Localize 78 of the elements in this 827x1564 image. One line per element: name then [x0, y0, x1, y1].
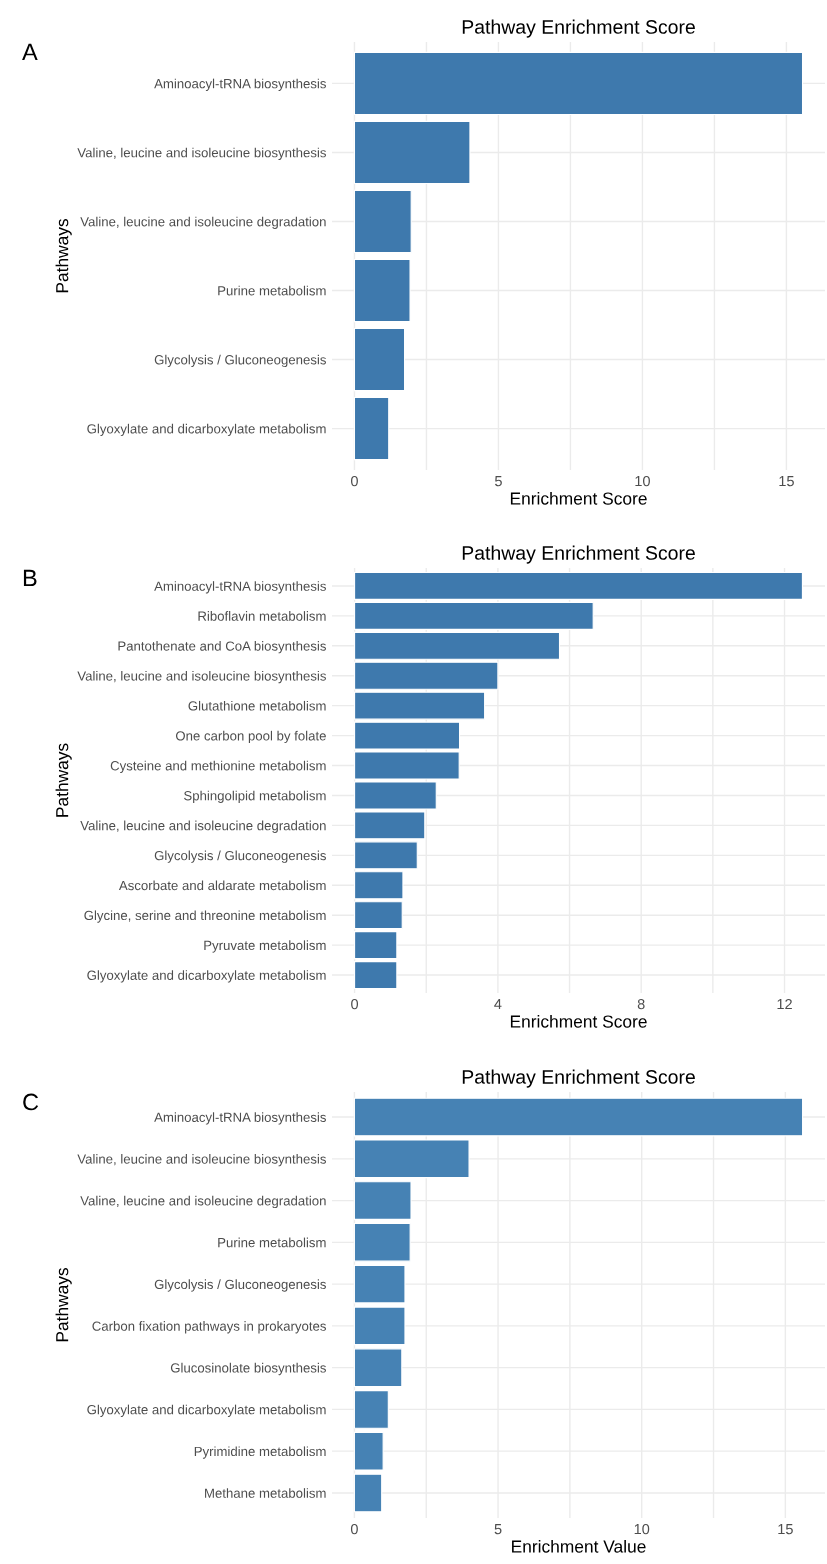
- bar: [353, 1223, 411, 1262]
- bar: [354, 901, 403, 930]
- bar: [354, 601, 594, 630]
- chart-title: Pathway Enrichment Score: [462, 1069, 695, 1088]
- y-tick-label: Valine, leucine and isoleucine degradation: [80, 820, 326, 833]
- y-tick-label: Valine, leucine and isoleucine biosynthesis: [77, 1154, 326, 1167]
- y-tick-label: Glycolysis / Gluconeogenesis: [154, 354, 326, 368]
- x-tick-label: 10: [635, 475, 650, 487]
- y-axis-title: Pathways: [55, 1267, 72, 1342]
- y-tick-label: Glyoxylate and dicarboxylate metabolism: [87, 1404, 326, 1417]
- y-tick-label: Pyrimidine metabolism: [194, 1446, 326, 1459]
- x-axis-title: Enrichment Score: [510, 491, 647, 505]
- y-axis-title: Pathways: [55, 743, 72, 817]
- y-tick-label: Valine, leucine and isoleucine degradation: [80, 216, 326, 229]
- y-tick-label: Aminoacyl-tRNA biosynthesis: [154, 1112, 326, 1125]
- y-tick-label: Methane metabolism: [205, 1488, 326, 1498]
- bar: [354, 661, 499, 690]
- bar: [353, 1139, 470, 1179]
- y-tick-label: Glucosinolate biosynthesis: [170, 1362, 326, 1376]
- bar: [353, 1431, 384, 1471]
- y-tick-label: Glyoxylate and dicarboxylate metabolism: [87, 970, 326, 983]
- y-tick-label: Valine, leucine and isoleucine biosynthesis: [77, 670, 326, 684]
- bar: [353, 1264, 406, 1304]
- text: A: [22, 43, 38, 61]
- x-tick-label: 12: [777, 998, 792, 1010]
- x-axis-title: Enrichment Value: [512, 1539, 646, 1553]
- text: C: [23, 1093, 39, 1111]
- bar: [353, 1097, 804, 1137]
- chart-title: Pathway Enrichment Score: [462, 545, 695, 564]
- bar: [353, 1181, 412, 1220]
- x-tick-label: 8: [637, 998, 645, 1010]
- x-tick-label: 5: [494, 1524, 502, 1535]
- x-tick-label: 4: [494, 999, 502, 1010]
- y-tick-label: Glyoxylate and dicarboxylate metabolism: [87, 423, 326, 437]
- y-tick-label: Purine metabolism: [218, 1237, 326, 1248]
- bar: [353, 120, 471, 185]
- x-tick-label: 0: [350, 1523, 358, 1535]
- bar: [353, 258, 411, 323]
- x-tick-label: 15: [778, 1524, 793, 1535]
- bar: [353, 189, 412, 254]
- y-axis-title: Pathways: [55, 218, 72, 293]
- y-tick-label: Carbon fixation pathways in prokaryotes: [92, 1321, 326, 1334]
- y-tick-label: Valine, leucine and isoleucine biosynthesis: [77, 147, 326, 160]
- y-tick-label: Glutathione metabolism: [188, 700, 326, 711]
- y-tick-label: Glycolysis / Gluconeogenesis: [154, 1279, 326, 1292]
- bar: [353, 396, 390, 461]
- bar: [354, 571, 803, 600]
- bar: [353, 327, 406, 392]
- x-tick-label: 15: [779, 476, 794, 487]
- y-tick-label: Aminoacyl-tRNA biosynthesis: [154, 581, 326, 594]
- y-tick-label: Ascorbate and aldarate metabolism: [118, 880, 326, 891]
- y-tick-label: Pyruvate metabolism: [204, 940, 326, 953]
- bar: [353, 51, 804, 116]
- bar: [353, 1390, 389, 1429]
- y-tick-label: Aminoacyl-tRNA biosynthesis: [154, 78, 326, 91]
- y-tick-label: Glycine, serine and threonine metabolism: [84, 910, 326, 923]
- y-tick-label: Glycolysis / Gluconeogenesis: [154, 850, 326, 863]
- x-axis-title: Enrichment Score: [510, 1014, 647, 1028]
- y-tick-label: Sphingolipid metabolism: [184, 790, 326, 803]
- chart-title: Pathway Enrichment Score: [462, 19, 695, 38]
- bar: [354, 871, 404, 900]
- bar: [354, 631, 561, 660]
- x-tick-label: 0: [350, 475, 358, 487]
- bar: [353, 1306, 406, 1346]
- y-tick-label: One carbon pool by folate: [175, 730, 326, 744]
- text: B: [23, 569, 37, 587]
- y-tick-label: Purine metabolism: [218, 285, 326, 296]
- x-tick-label: 5: [494, 476, 502, 487]
- bar: [353, 1348, 403, 1387]
- bar: [354, 931, 398, 960]
- y-tick-label: Cysteine and methionine metabolism: [110, 760, 326, 774]
- x-tick-label: 0: [351, 998, 359, 1010]
- y-tick-label: Riboflavin metabolism: [198, 611, 326, 621]
- y-tick-label: Valine, leucine and isoleucine degradation: [80, 1195, 326, 1209]
- x-tick-label: 10: [634, 1523, 650, 1535]
- y-tick-label: Pantothenate and CoA biosynthesis: [118, 641, 326, 654]
- bar: [354, 961, 398, 990]
- bar: [353, 1473, 383, 1513]
